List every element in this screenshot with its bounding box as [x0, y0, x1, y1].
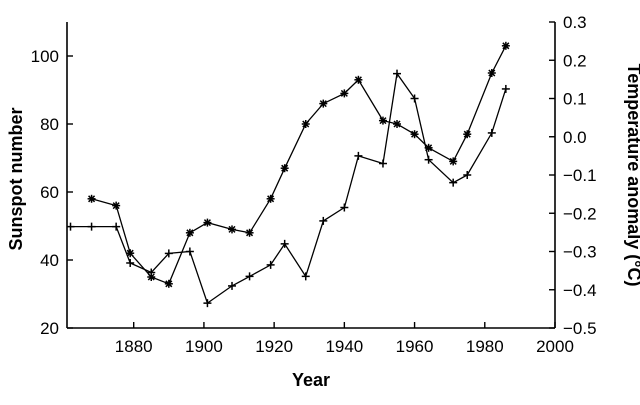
right-y-tick-label: −0.1: [563, 166, 597, 185]
plus-marker-point: [228, 281, 237, 290]
asterisk-marker-point: [501, 41, 510, 50]
asterisk-marker-point: [112, 201, 121, 210]
asterisk-marker-point: [463, 130, 472, 139]
x-tick-label: 2000: [536, 337, 574, 356]
right-y-tick-label: −0.5: [563, 319, 597, 338]
left-y-axis-title: Sunspot number: [6, 108, 26, 251]
left-y-tick-label: 60: [40, 183, 59, 202]
asterisk-marker-point: [245, 228, 254, 237]
right-y-tick-label: −0.4: [563, 281, 597, 300]
plus-marker-point: [378, 159, 387, 168]
plus-marker-point: [354, 151, 363, 160]
left-y-tick-label: 40: [40, 251, 59, 270]
plus-marker-point: [164, 249, 173, 258]
asterisk-marker-point: [203, 218, 212, 227]
asterisk-marker-point: [266, 194, 275, 203]
x-tick-label: 1920: [255, 337, 293, 356]
plus-marker-point: [501, 84, 510, 93]
left-y-tick-label: 80: [40, 115, 59, 134]
plus-marker-point: [87, 222, 96, 231]
plus-marker-point: [147, 268, 156, 277]
right-y-tick-label: 0.2: [563, 51, 587, 70]
asterisk-marker-point: [301, 120, 310, 128]
asterisk-marker-point: [280, 164, 289, 173]
plus-marker-point: [424, 155, 433, 164]
right-y-tick-label: −0.2: [563, 204, 597, 223]
asterisk-marker-point: [354, 75, 363, 84]
plus-marker-point: [126, 258, 135, 267]
asterisk-marker-point: [319, 99, 328, 108]
asterisk-marker-point: [185, 228, 194, 237]
right-y-tick-label: 0.0: [563, 128, 587, 147]
asterisk-marker-point: [164, 279, 173, 288]
asterisk-marker-point: [487, 69, 496, 77]
right-y-tick-label: 0.3: [563, 13, 587, 32]
asterisk-marker-point: [126, 249, 135, 258]
plus-marker-point: [266, 260, 275, 269]
plus-marker-point: [203, 299, 212, 308]
sunspot-series-line: [91, 45, 507, 285]
x-tick-label: 1980: [466, 337, 504, 356]
plus-marker-point: [319, 216, 328, 225]
asterisk-marker-point: [393, 120, 402, 128]
plus-marker-point: [393, 69, 402, 78]
right-y-tick-label: −0.3: [563, 243, 597, 262]
plus-marker-point: [185, 247, 194, 256]
left-y-tick-label: 100: [31, 47, 59, 66]
plus-marker-point: [463, 171, 472, 179]
asterisk-marker-point: [378, 116, 387, 125]
asterisk-marker-point: [410, 130, 419, 139]
right-y-tick-label: 0.1: [563, 90, 587, 109]
plus-marker-point: [340, 203, 349, 212]
right-y-axis-title: Temperature anomaly (°C): [624, 64, 640, 287]
plus-marker-point: [410, 94, 419, 103]
plus-marker-point: [245, 272, 254, 281]
plus-marker-point: [280, 239, 289, 248]
asterisk-marker-point: [228, 225, 237, 234]
asterisk-marker-point: [340, 89, 349, 98]
x-tick-label: 1900: [185, 337, 223, 356]
x-tick-label: 1960: [396, 337, 434, 356]
temperature-series-line: [70, 71, 507, 305]
chart-series-layer: [66, 41, 510, 308]
plus-marker-point: [449, 178, 458, 187]
plus-marker-point: [487, 128, 496, 137]
chart-axes: 1880 1900 1920 1940 1960 1980 2000 20 40 60 80 100 −…: [31, 13, 597, 356]
plus-marker-point: [301, 272, 310, 281]
plus-marker-point: [66, 222, 75, 231]
x-tick-label: 1940: [325, 337, 363, 356]
left-y-tick-label: 20: [40, 319, 59, 338]
plus-marker-point: [112, 222, 121, 231]
x-tick-label: 1880: [115, 337, 153, 356]
x-axis-title: Year: [292, 370, 330, 390]
asterisk-marker-point: [87, 194, 96, 203]
asterisk-marker-point: [449, 157, 458, 166]
